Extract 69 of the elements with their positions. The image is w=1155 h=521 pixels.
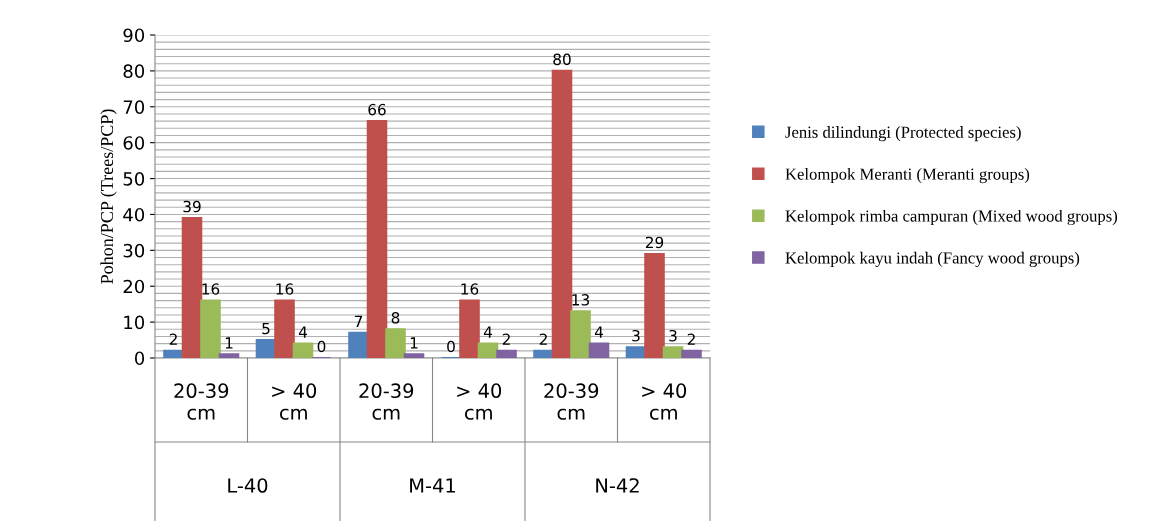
y-tick-label: 40 [123, 207, 145, 222]
y-tick-label: 10 [124, 315, 145, 330]
bar [200, 299, 221, 358]
bar [385, 328, 406, 358]
bar [348, 331, 369, 358]
x-tick-label: 20-39 cm [359, 383, 414, 420]
data-label: 3 [669, 329, 677, 342]
data-label: 16 [276, 283, 294, 295]
bar [588, 342, 610, 358]
data-label: 0 [317, 340, 326, 353]
legend-label: Kelompok Meranti (Meranti groups) [785, 168, 1030, 184]
data-label: 80 [553, 53, 571, 66]
data-label: 39 [183, 200, 201, 213]
legend-label: Jenis dilindungi (Protected species) [785, 126, 1021, 142]
y-tick-label: 90 [123, 28, 145, 43]
text: M-41 [410, 478, 455, 493]
data-label: 3 [632, 329, 640, 342]
data-label: 1 [410, 337, 418, 349]
bar [477, 342, 499, 358]
bar [366, 120, 388, 358]
data-label: 5 [262, 322, 270, 335]
data-label: 16 [202, 283, 220, 295]
bar [533, 349, 554, 358]
x-tick-label: 20-39 cm [544, 383, 599, 420]
data-label: 4 [594, 326, 603, 338]
data-label: 16 [461, 283, 479, 295]
bar [551, 69, 573, 358]
data-label: 2 [687, 333, 695, 345]
bar [181, 216, 203, 358]
data-label: 8 [391, 311, 400, 324]
data-label: 29 [645, 236, 664, 249]
text: L-40 [228, 478, 268, 493]
y-axis-title: Pohon/PCP (Trees/PCP) [100, 109, 117, 284]
bar [459, 299, 480, 358]
bar [570, 310, 591, 358]
data-label: 4 [483, 326, 492, 338]
bar [163, 349, 184, 358]
y-tick-label: 0 [134, 351, 145, 366]
x-tick-label: 20-39 cm [174, 383, 229, 420]
bar [662, 346, 684, 358]
data-label: 1 [225, 337, 233, 349]
bar [218, 353, 240, 358]
y-tick-label: 50 [123, 172, 145, 186]
y-tick-label: 30 [123, 243, 145, 258]
bar [403, 353, 425, 358]
y-tick-label: 60 [123, 136, 145, 150]
data-label: 66 [368, 103, 386, 116]
y-tick-label: 20 [123, 279, 145, 294]
bar [644, 252, 665, 358]
legend-label: Kelompok rimba campuran (Mixed wood groups) [785, 209, 1118, 226]
data-label: 4 [298, 326, 307, 338]
bar [625, 346, 647, 358]
data-label: 2 [539, 333, 547, 345]
data-label: 2 [502, 333, 510, 345]
data-label: 13 [572, 294, 589, 306]
bar [292, 342, 314, 358]
data-label: 7 [354, 315, 363, 327]
x-tick-label: > 40 cm [457, 383, 502, 420]
data-label: 0 [447, 340, 455, 353]
legend-label: Kelompok kayu indah (Fancy wood groups) [785, 251, 1080, 268]
data-label: 2 [169, 333, 177, 345]
y-tick-label: 80 [123, 64, 145, 79]
text: N-42 [596, 478, 639, 493]
y-tick-label: 70 [123, 100, 145, 114]
x-tick-label: > 40 cm [272, 383, 317, 420]
bar [496, 349, 517, 358]
x-tick-label: > 40 cm [642, 383, 687, 420]
bar [681, 349, 702, 358]
bar [274, 299, 295, 358]
